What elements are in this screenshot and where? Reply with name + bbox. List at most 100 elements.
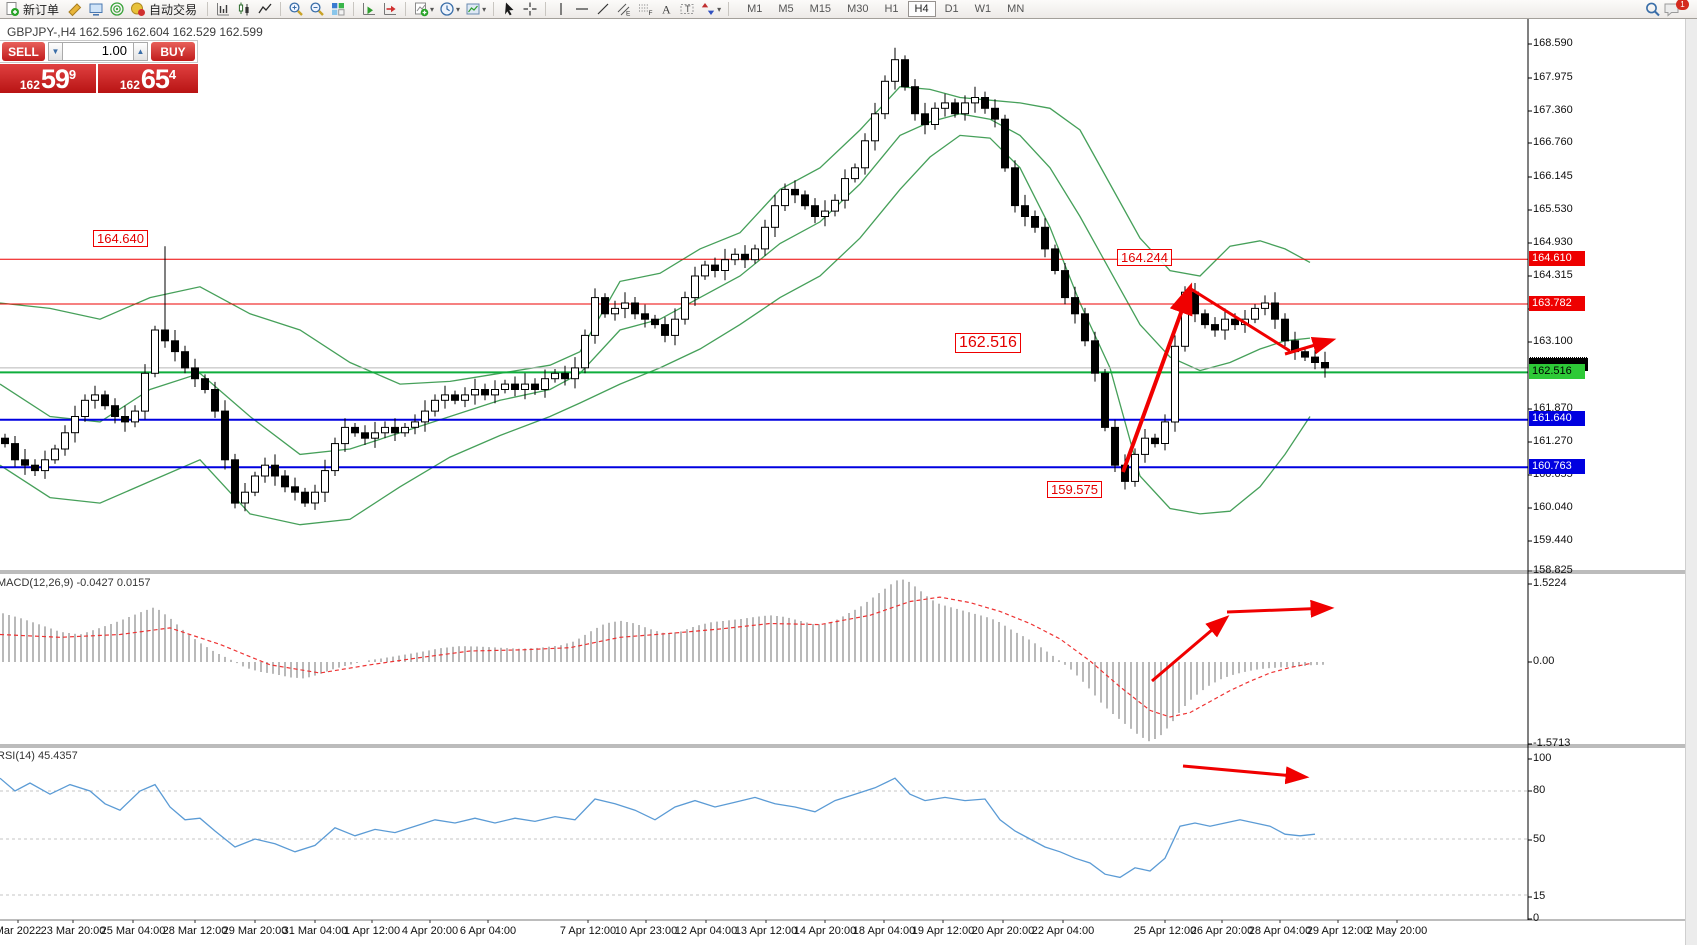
price-annotation-box[interactable]: 164.640 [93, 230, 148, 247]
time-axis-label[interactable]: 14 Apr 20:00 [793, 925, 857, 937]
time-axis-label[interactable]: 10 Apr 23:00 [614, 925, 678, 937]
time-axis-label[interactable]: 31 Mar 04:00 [282, 925, 348, 937]
rsi-tick-label[interactable]: 15 [1533, 890, 1546, 902]
price-tick-label[interactable]: 167.975 [1533, 71, 1573, 83]
indicators-icon[interactable] [411, 1, 431, 18]
text-label-icon[interactable]: T [677, 1, 697, 18]
equidistant-channel-icon[interactable]: E [614, 1, 634, 18]
timeframe-button-m5[interactable]: M5 [771, 1, 800, 17]
rsi-tick-label[interactable]: 80 [1533, 784, 1546, 796]
zoom-out-icon[interactable] [307, 1, 327, 18]
periods-dropdown-arrow[interactable]: ▾ [456, 4, 461, 14]
volume-increase-button[interactable]: ▲ [133, 42, 148, 61]
time-axis-label[interactable]: 25 Mar 04:00 [100, 925, 166, 937]
macd-tick-label[interactable]: 0.00 [1533, 655, 1555, 667]
price-tick-label[interactable]: 165.530 [1533, 203, 1573, 215]
vertical-line-icon[interactable] [551, 1, 571, 18]
time-axis-label[interactable]: Mar 2022 [0, 925, 42, 937]
time-axis-label[interactable]: 19 Apr 12:00 [911, 925, 975, 937]
price-annotation-box[interactable]: 159.575 [1047, 481, 1102, 498]
horizontal-line-icon[interactable] [572, 1, 592, 18]
time-axis-label[interactable]: 29 Mar 20:00 [222, 925, 288, 937]
arrows-tool-icon[interactable] [698, 1, 718, 18]
time-axis-label[interactable]: 12 Apr 04:00 [674, 925, 738, 937]
indicators-dropdown-arrow[interactable]: ▾ [430, 4, 435, 14]
tile-windows-icon[interactable] [328, 1, 348, 18]
macd-tick-label[interactable]: -1.5713 [1533, 737, 1571, 749]
sell-button[interactable]: SELL [2, 42, 45, 61]
candles-layer[interactable] [1, 47, 1329, 512]
time-axis-label[interactable]: 13 Apr 12:00 [734, 925, 798, 937]
time-axis-label[interactable]: 26 Apr 20:00 [1190, 925, 1254, 937]
text-tool-icon[interactable]: A [656, 1, 676, 18]
trendline-icon[interactable] [593, 1, 613, 18]
new-order-label[interactable]: 新订单 [23, 2, 60, 17]
time-axis-label[interactable]: 4 Apr 20:00 [401, 925, 459, 937]
time-axis-label[interactable]: 22 Apr 04:00 [1031, 925, 1095, 937]
zoom-in-icon[interactable] [286, 1, 306, 18]
autoscroll-icon[interactable] [359, 1, 379, 18]
price-tick-label[interactable]: 166.145 [1533, 170, 1573, 182]
time-axis-label[interactable]: 20 Apr 20:00 [971, 925, 1035, 937]
time-axis-label[interactable]: 29 Apr 12:00 [1306, 925, 1370, 937]
trend-arrow[interactable] [1151, 615, 1230, 683]
macd-tick-label[interactable]: 1.5224 [1533, 577, 1567, 589]
buy-price-display[interactable]: 162 65 4 [98, 64, 198, 93]
timeframe-button-h4[interactable]: H4 [907, 1, 936, 17]
time-axis-label[interactable]: 18 Apr 04:00 [852, 925, 916, 937]
cursor-icon[interactable] [499, 1, 519, 18]
price-tick-label[interactable]: 160.040 [1533, 501, 1573, 513]
price-tick-label[interactable]: 167.360 [1533, 104, 1573, 116]
chart-shift-icon[interactable] [380, 1, 400, 18]
time-axis-label[interactable]: 6 Apr 04:00 [459, 925, 517, 937]
search-icon[interactable] [1643, 1, 1663, 18]
bar-chart-icon[interactable] [213, 1, 233, 18]
fibonacci-icon[interactable]: F [635, 1, 655, 18]
volume-input[interactable]: 1.00 [63, 42, 133, 61]
timeframe-button-m30[interactable]: M30 [840, 1, 875, 17]
price-tick-label[interactable]: 161.270 [1533, 435, 1573, 447]
trend-arrow[interactable] [1182, 764, 1310, 785]
new-order-icon[interactable] [2, 1, 22, 18]
time-axis-label[interactable]: 7 Apr 12:00 [559, 925, 617, 937]
price-tick-label[interactable]: 163.100 [1533, 335, 1573, 347]
sell-price-display[interactable]: 162 59 9 [0, 64, 96, 93]
time-axis-label[interactable]: 28 Apr 04:00 [1248, 925, 1312, 937]
time-axis-label[interactable]: 1 Apr 12:00 [343, 925, 401, 937]
auto-trading-label[interactable]: 自动交易 [149, 2, 198, 17]
trend-arrow[interactable] [1190, 287, 1291, 353]
timeframe-button-h1[interactable]: H1 [877, 1, 905, 17]
template-dropdown-arrow[interactable]: ▾ [482, 4, 487, 14]
price-tick-label[interactable]: 159.440 [1533, 534, 1573, 546]
trend-arrow[interactable] [1284, 336, 1337, 356]
rsi-tick-label[interactable]: 50 [1533, 833, 1546, 845]
volume-decrease-button[interactable]: ▼ [48, 42, 63, 61]
chart-canvas[interactable] [0, 19, 1697, 945]
time-axis-label[interactable]: 2 May 20:00 [1366, 925, 1428, 937]
price-annotation-box[interactable]: 162.516 [955, 333, 1021, 353]
buy-button[interactable]: BUY [151, 42, 195, 61]
trend-arrow[interactable] [1226, 599, 1335, 618]
timeframe-button-mn[interactable]: MN [1000, 1, 1031, 17]
periods-clock-icon[interactable] [437, 1, 457, 18]
timeframe-button-d1[interactable]: D1 [938, 1, 966, 17]
candlestick-chart-icon[interactable] [234, 1, 254, 18]
price-tick-label[interactable]: 166.760 [1533, 136, 1573, 148]
template-icon[interactable] [463, 1, 483, 18]
time-axis-label[interactable]: 28 Mar 12:00 [162, 925, 228, 937]
price-tick-label[interactable]: 164.930 [1533, 236, 1573, 248]
signal-icon[interactable] [107, 1, 127, 18]
timeframe-button-m15[interactable]: M15 [803, 1, 838, 17]
trend-arrow[interactable] [1121, 282, 1193, 473]
time-axis-label[interactable]: 25 Apr 12:00 [1133, 925, 1197, 937]
rsi-tick-label[interactable]: 0 [1533, 912, 1540, 924]
price-tick-label[interactable]: 168.590 [1533, 37, 1573, 49]
autotrade-globe-icon[interactable] [128, 1, 148, 18]
price-annotation-box[interactable]: 164.244 [1117, 249, 1172, 266]
price-tick-label[interactable]: 164.315 [1533, 269, 1573, 281]
styles-brush-icon[interactable] [65, 1, 85, 18]
price-tick-label[interactable]: 158.825 [1533, 564, 1573, 576]
crosshair-icon[interactable] [520, 1, 540, 18]
timeframe-button-w1[interactable]: W1 [968, 1, 999, 17]
market-watch-icon[interactable] [86, 1, 106, 18]
